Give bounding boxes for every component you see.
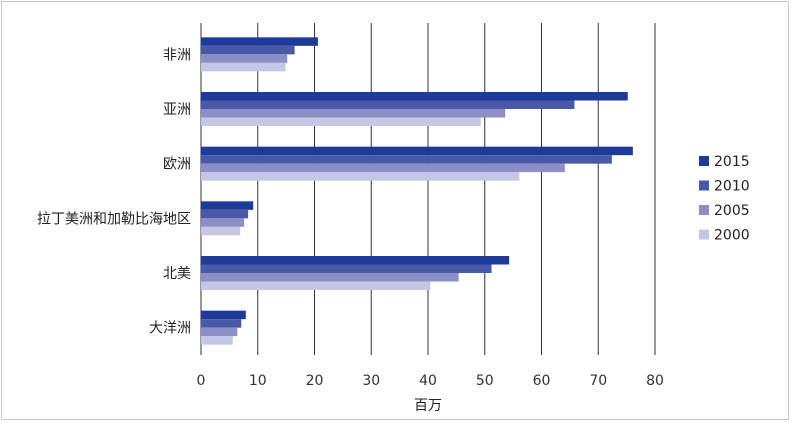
- legend-label: 2015: [714, 154, 750, 170]
- bar-2015-4: [201, 256, 510, 265]
- bar-2005-4: [201, 273, 459, 282]
- bar-2000-4: [201, 281, 431, 290]
- bar-2005-2: [201, 163, 565, 173]
- bar-2005-0: [201, 54, 288, 63]
- bar-2015-3: [201, 201, 254, 210]
- bar-2005-1: [201, 109, 506, 118]
- legend: 2015 2010 2005 2000: [699, 154, 750, 244]
- x-tick-label: 80: [646, 373, 664, 389]
- x-tick-label: 0: [197, 373, 206, 389]
- bar-2010-3: [201, 209, 249, 219]
- x-axis-title: 百万: [414, 398, 442, 414]
- x-tick-label: 60: [533, 373, 551, 389]
- bar-2010-1: [201, 100, 575, 109]
- bar-2005-5: [201, 327, 238, 337]
- bar-2015-2: [201, 146, 633, 156]
- bar-2015-1: [201, 92, 628, 101]
- category-label: 大洋洲: [149, 321, 191, 337]
- legend-label: 2005: [714, 203, 750, 219]
- x-tick-label: 70: [589, 373, 607, 389]
- x-tick-label: 30: [362, 373, 380, 389]
- legend-label: 2000: [714, 228, 750, 244]
- bar-2010-5: [201, 319, 242, 328]
- legend-swatch-2010: [699, 180, 709, 191]
- legend-swatch-2015: [699, 156, 709, 166]
- category-label: 欧洲: [163, 157, 191, 173]
- x-tick-labels: 0 10 20 30 40 50 60 70 80: [197, 373, 664, 389]
- bar-2010-4: [201, 264, 492, 273]
- bar-2000-0: [201, 62, 286, 72]
- x-tick-label: 50: [476, 373, 494, 389]
- category-label: 亚洲: [163, 102, 191, 118]
- bar-2005-3: [201, 218, 245, 227]
- legend-swatch-2000: [699, 229, 709, 240]
- bars: [201, 37, 633, 345]
- legend-label: 2010: [714, 179, 750, 195]
- gridlines: [200, 23, 656, 355]
- bar-2000-3: [201, 226, 241, 236]
- bar-2000-5: [201, 336, 233, 345]
- category-label: 非洲: [163, 47, 191, 63]
- x-tick-label: 40: [419, 373, 437, 389]
- bar-2015-5: [201, 310, 246, 320]
- bar-2010-0: [201, 45, 295, 55]
- legend-swatch-2005: [699, 205, 709, 215]
- bar-2000-1: [201, 117, 481, 126]
- bar-2015-0: [201, 37, 318, 46]
- x-tick-label: 20: [306, 373, 324, 389]
- category-label: 拉丁美洲和加勒比海地区: [37, 211, 191, 227]
- bar-2010-2: [201, 155, 612, 164]
- bar-2000-2: [201, 172, 520, 181]
- category-label: 北美: [163, 266, 191, 282]
- x-tick-label: 10: [249, 373, 267, 389]
